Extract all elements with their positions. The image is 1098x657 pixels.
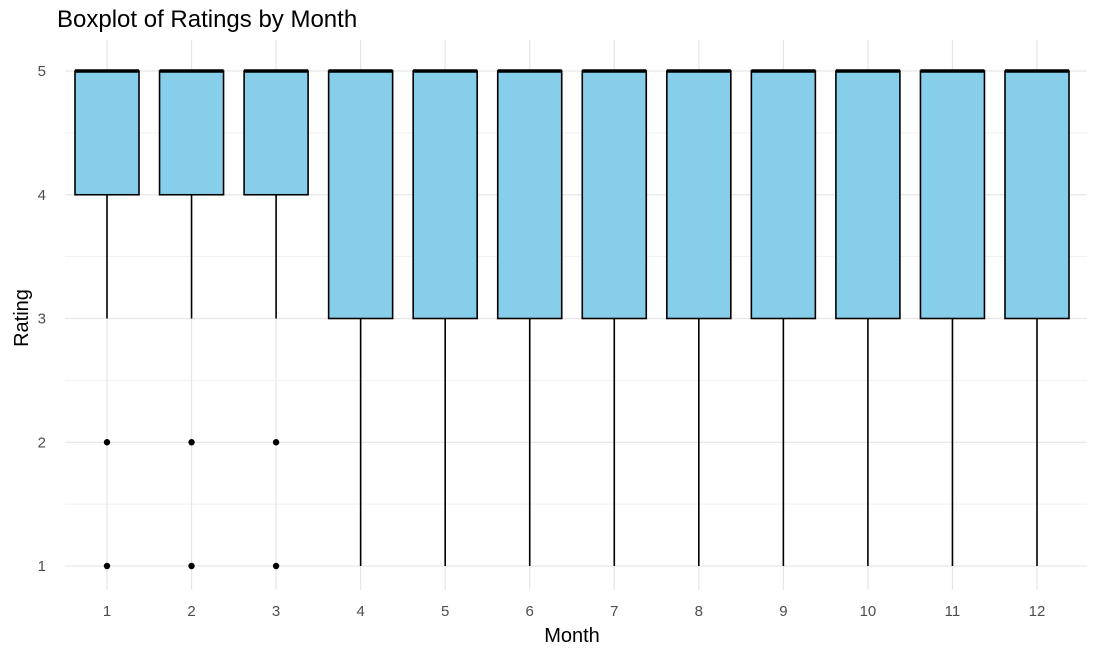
x-tick-label: 5 (441, 603, 449, 620)
x-tick-label: 4 (356, 603, 364, 620)
y-tick-label: 4 (38, 187, 46, 204)
box-group-month-11 (919, 69, 986, 566)
y-tick-label: 3 (38, 311, 46, 328)
box-group-month-8 (666, 69, 732, 566)
y-tick-label: 1 (38, 558, 46, 575)
box-iqr (158, 70, 225, 196)
x-tick-label: 12 (1029, 603, 1046, 620)
x-tick-label: 6 (526, 603, 534, 620)
x-tick-label: 10 (860, 603, 877, 620)
box-group-month-10 (835, 69, 901, 566)
y-axis-title: Rating (11, 289, 33, 347)
box-layer (74, 69, 1070, 570)
box-group-month-2 (158, 69, 225, 570)
y-tick-label: 5 (38, 63, 46, 80)
box-iqr (412, 70, 478, 320)
box-iqr (243, 70, 309, 196)
box-iqr (581, 70, 648, 320)
box-group-month-12 (1004, 69, 1070, 566)
box-group-month-9 (750, 69, 817, 566)
box-iqr (750, 70, 817, 320)
x-tick-label: 3 (272, 603, 280, 620)
box-iqr (919, 70, 986, 320)
box-iqr (1004, 70, 1070, 320)
x-tick-label: 9 (779, 603, 787, 620)
outlier-point (103, 562, 111, 570)
y-tick-label: 2 (38, 434, 46, 451)
x-tick-label: 2 (187, 603, 195, 620)
x-tick-label: 8 (695, 603, 703, 620)
outlier-point (103, 439, 111, 446)
box-group-month-7 (581, 69, 648, 566)
box-iqr (327, 70, 394, 320)
box-group-month-3 (243, 69, 309, 570)
box-group-month-4 (327, 69, 394, 566)
box-iqr (666, 70, 732, 320)
outlier-point (188, 439, 195, 446)
box-group-month-1 (74, 69, 140, 570)
x-axis-title: Month (544, 625, 600, 647)
outlier-point (272, 439, 280, 446)
outlier-point (188, 562, 195, 570)
box-iqr (496, 70, 563, 320)
box-iqr (74, 70, 140, 196)
x-tick-label: 7 (610, 603, 618, 620)
x-tick-label: 11 (945, 603, 961, 620)
outlier-point (272, 562, 280, 570)
x-tick-label: 1 (103, 603, 111, 620)
chart-title: Boxplot of Ratings by Month (57, 6, 358, 33)
box-group-month-6 (496, 69, 563, 566)
box-group-month-5 (412, 69, 478, 566)
box-iqr (835, 70, 901, 320)
